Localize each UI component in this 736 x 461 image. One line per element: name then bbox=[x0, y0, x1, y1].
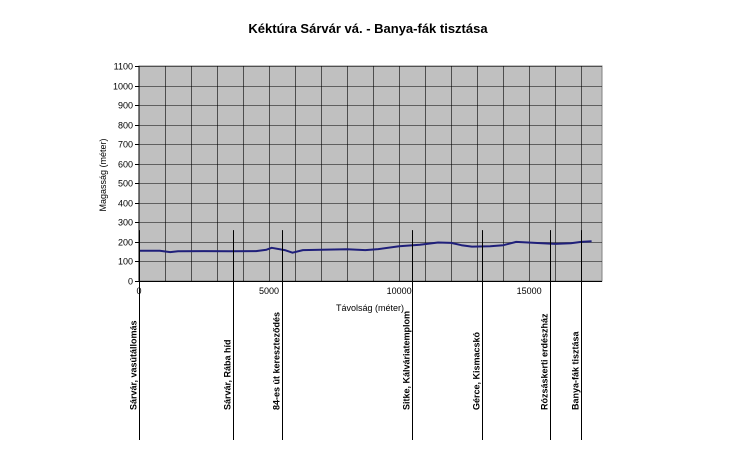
y-tick-label: 400 bbox=[118, 199, 133, 209]
waypoint-label: 84-es út kereszteződés bbox=[272, 312, 282, 410]
y-tick-label: 0 bbox=[128, 277, 133, 287]
x-tick-label: 10000 bbox=[387, 286, 412, 296]
x-tick-label: 5000 bbox=[259, 286, 279, 296]
y-tick-label: 100 bbox=[118, 257, 133, 267]
waypoint-label: Sitke, Kálváriatemplom bbox=[402, 311, 412, 410]
waypoint-label: Sárvár, Rába híd bbox=[223, 339, 233, 410]
waypoint-markers: Sárvár, vasútállomás Sárvár, Rába híd 84-e… bbox=[129, 230, 582, 440]
plot-area: 0100200300400500600700800900100011000500… bbox=[113, 62, 603, 296]
y-tick-label: 600 bbox=[118, 160, 133, 170]
y-tick-label: 200 bbox=[118, 238, 133, 248]
x-tick-label: 15000 bbox=[517, 286, 542, 296]
waypoint-label: Rózsáskerti erdészház bbox=[540, 313, 550, 410]
plot-background bbox=[138, 65, 603, 282]
chart-title: Kéktúra Sárvár vá. - Banya-fák tisztása bbox=[248, 21, 488, 36]
waypoint-label: Sárvár, vasútállomás bbox=[129, 320, 139, 410]
y-tick-label: 500 bbox=[118, 179, 133, 189]
y-tick-label: 1100 bbox=[114, 62, 133, 72]
waypoint-label: Banya-fák tisztása bbox=[571, 330, 581, 410]
y-tick-label: 900 bbox=[118, 101, 133, 111]
y-tick-label: 800 bbox=[118, 121, 133, 131]
y-axis-label: Magasság (méter) bbox=[98, 138, 108, 211]
y-tick-label: 1000 bbox=[113, 82, 133, 92]
y-tick-label: 300 bbox=[118, 218, 133, 228]
elevation-series-line bbox=[139, 240, 592, 254]
x-axis-label: Távolság (méter) bbox=[336, 303, 404, 313]
y-tick-label: 700 bbox=[118, 140, 133, 150]
waypoint-label: Gérce, Kismacskó bbox=[472, 331, 482, 410]
